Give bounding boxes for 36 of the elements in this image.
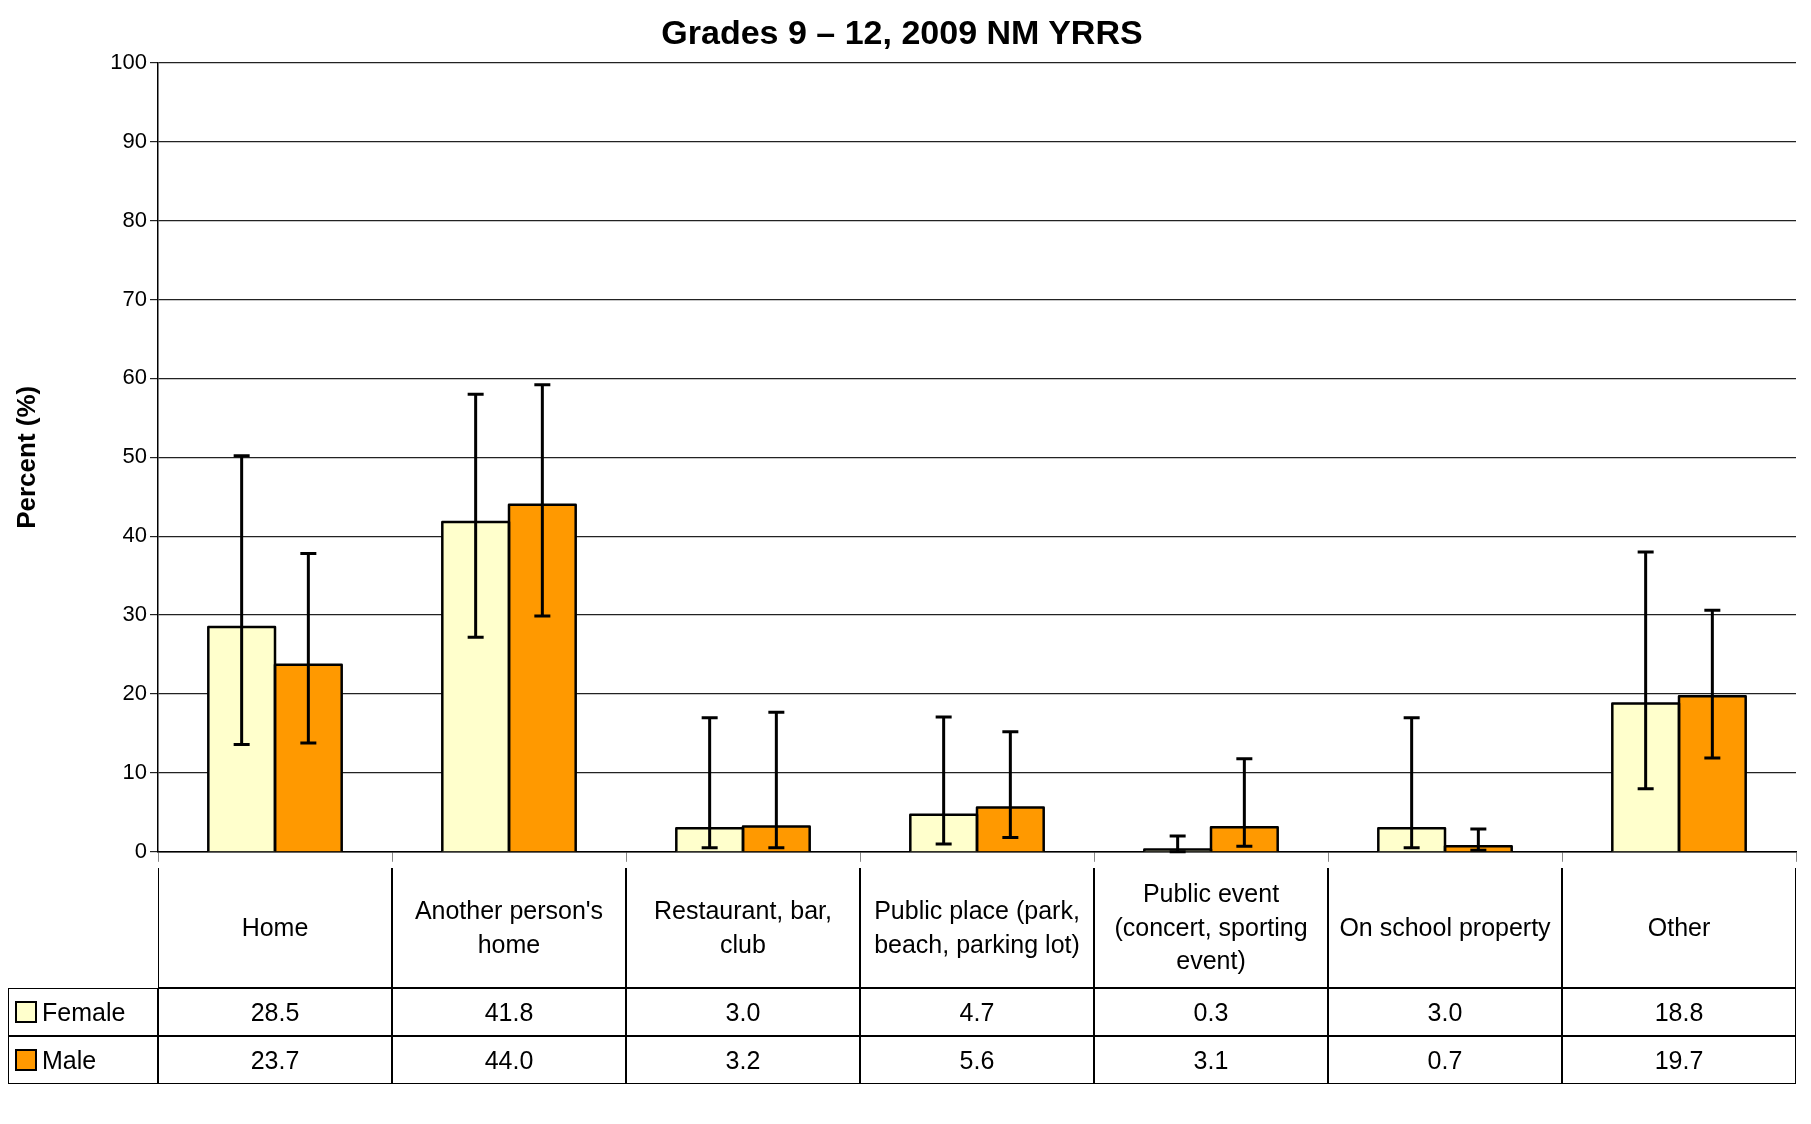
- data-label: 28.5: [250, 997, 300, 1027]
- data-label: 41.8: [484, 997, 534, 1027]
- x-tick-label: Public place (park, beach, parking lot): [873, 894, 1081, 960]
- chart-title: Grades 9 – 12, 2009 NM YRRS: [661, 12, 1143, 51]
- data-label: 3.1: [1193, 1045, 1229, 1075]
- data-label: 3.2: [725, 1045, 761, 1075]
- legend-label: Male: [42, 1045, 97, 1075]
- y-tick-label: 80: [122, 206, 147, 232]
- data-label: 4.7: [959, 997, 995, 1027]
- x-tick-label: Restaurant, bar, club: [653, 894, 833, 960]
- data-label: 44.0: [484, 1045, 534, 1075]
- y-tick-label: 10: [122, 758, 147, 784]
- y-tick-label: 0: [134, 837, 147, 863]
- data-label: 3.0: [725, 997, 761, 1027]
- y-axis-title: Percent (%): [10, 385, 41, 529]
- data-label: 0.7: [1427, 1045, 1463, 1075]
- y-tick-label: 40: [122, 522, 147, 548]
- x-tick-label: Home: [241, 911, 309, 943]
- data-label: 19.7: [1654, 1045, 1704, 1075]
- y-tick-label: 100: [110, 48, 147, 74]
- y-tick-label: 50: [122, 443, 147, 469]
- y-tick-label: 70: [122, 285, 147, 311]
- x-tick-label: Another person's home: [413, 894, 605, 960]
- data-label: 5.6: [959, 1045, 995, 1075]
- y-tick-label: 90: [122, 127, 147, 153]
- x-tick-label: Other: [1647, 911, 1711, 943]
- legend-label: Female: [42, 997, 126, 1027]
- data-label: 3.0: [1427, 997, 1463, 1027]
- y-tick-label: 30: [122, 601, 147, 627]
- data-label: 0.3: [1193, 997, 1229, 1027]
- data-label: 23.7: [250, 1045, 300, 1075]
- y-tick-label: 20: [122, 680, 147, 706]
- x-tick-label: Public event (concert, sporting event): [1113, 877, 1309, 977]
- data-label: 18.8: [1654, 997, 1704, 1027]
- x-tick-label: On school property: [1339, 911, 1551, 943]
- y-tick-label: 60: [122, 364, 147, 390]
